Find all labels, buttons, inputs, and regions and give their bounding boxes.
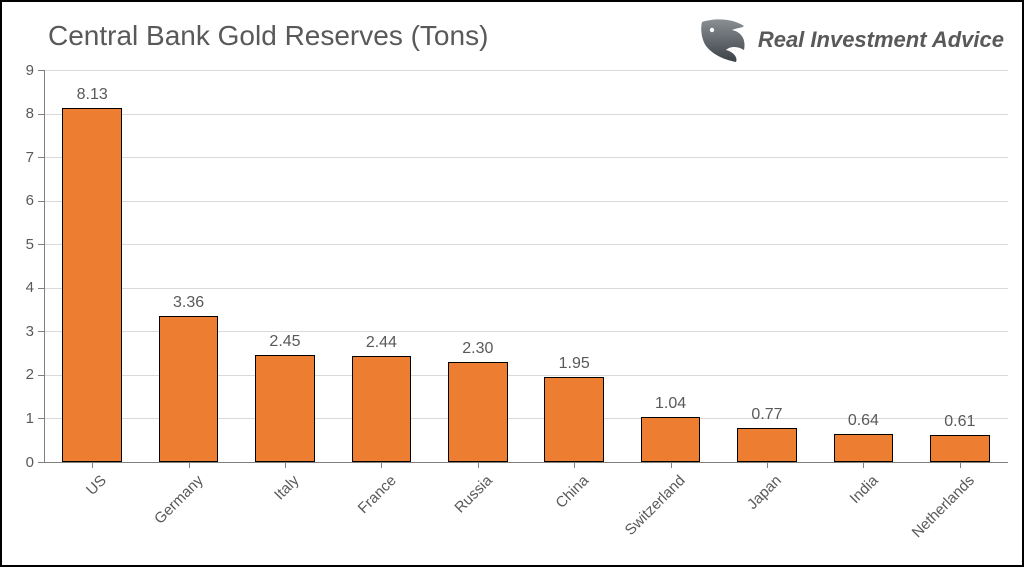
- x-category-label: China: [552, 472, 592, 512]
- bar: [352, 356, 412, 462]
- x-category-label: Russia: [451, 472, 495, 516]
- bar: [255, 355, 315, 462]
- bar-value-label: 0.61: [920, 413, 1000, 431]
- bar: [834, 434, 894, 462]
- bar: [737, 428, 797, 462]
- bar-value-label: 0.77: [727, 406, 807, 424]
- x-category-label: Switzerland: [622, 472, 689, 539]
- chart-container: Central Bank Gold Reserves (Tons) Real I…: [0, 0, 1024, 567]
- y-tick-label: 7: [10, 149, 34, 166]
- bar-value-label: 3.36: [149, 294, 229, 312]
- x-category-label: Italy: [272, 472, 303, 503]
- bar-value-label: 8.13: [52, 86, 132, 104]
- y-tick-label: 6: [10, 192, 34, 209]
- y-tick-label: 4: [10, 279, 34, 296]
- brand-text: Real Investment Advice: [758, 27, 1004, 53]
- x-category-label: Japan: [744, 472, 785, 513]
- y-tick-label: 5: [10, 236, 34, 253]
- chart-title: Central Bank Gold Reserves (Tons): [48, 20, 488, 52]
- bar: [159, 316, 219, 462]
- y-axis: [44, 70, 45, 462]
- y-tick-label: 1: [10, 410, 34, 427]
- bar-value-label: 2.44: [341, 334, 421, 352]
- bar-value-label: 2.45: [245, 333, 325, 351]
- eagle-logo-icon: [692, 16, 748, 64]
- bar: [641, 417, 701, 462]
- gridline: [44, 70, 1008, 71]
- gridline: [44, 244, 1008, 245]
- y-tick-label: 0: [10, 454, 34, 471]
- x-category-label: France: [354, 472, 399, 517]
- bar-value-label: 2.30: [438, 340, 518, 358]
- bar: [930, 435, 990, 462]
- x-tick-mark: [767, 462, 768, 468]
- x-tick-mark: [285, 462, 286, 468]
- y-tick-label: 8: [10, 105, 34, 122]
- brand-block: Real Investment Advice: [692, 16, 1004, 64]
- bar: [448, 362, 508, 462]
- gridline: [44, 288, 1008, 289]
- gridline: [44, 157, 1008, 158]
- gridline: [44, 114, 1008, 115]
- x-tick-mark: [671, 462, 672, 468]
- x-tick-mark: [574, 462, 575, 468]
- gridline: [44, 201, 1008, 202]
- bar-value-label: 1.04: [631, 395, 711, 413]
- bar-value-label: 1.95: [534, 355, 614, 373]
- x-tick-mark: [92, 462, 93, 468]
- y-tick-label: 3: [10, 323, 34, 340]
- x-tick-mark: [189, 462, 190, 468]
- x-tick-mark: [381, 462, 382, 468]
- plot-area: 01234567898.133.362.452.442.301.951.040.…: [44, 70, 1008, 462]
- y-tick-label: 9: [10, 62, 34, 79]
- x-category-label: Netherlands: [909, 472, 978, 541]
- x-tick-mark: [478, 462, 479, 468]
- x-category-label: Germany: [151, 472, 207, 528]
- x-category-label: India: [846, 472, 881, 507]
- x-tick-mark: [863, 462, 864, 468]
- bar: [544, 377, 604, 462]
- bar: [62, 108, 122, 462]
- bar-value-label: 0.64: [823, 412, 903, 430]
- x-category-label: US: [83, 472, 110, 499]
- y-tick-label: 2: [10, 366, 34, 383]
- x-tick-mark: [960, 462, 961, 468]
